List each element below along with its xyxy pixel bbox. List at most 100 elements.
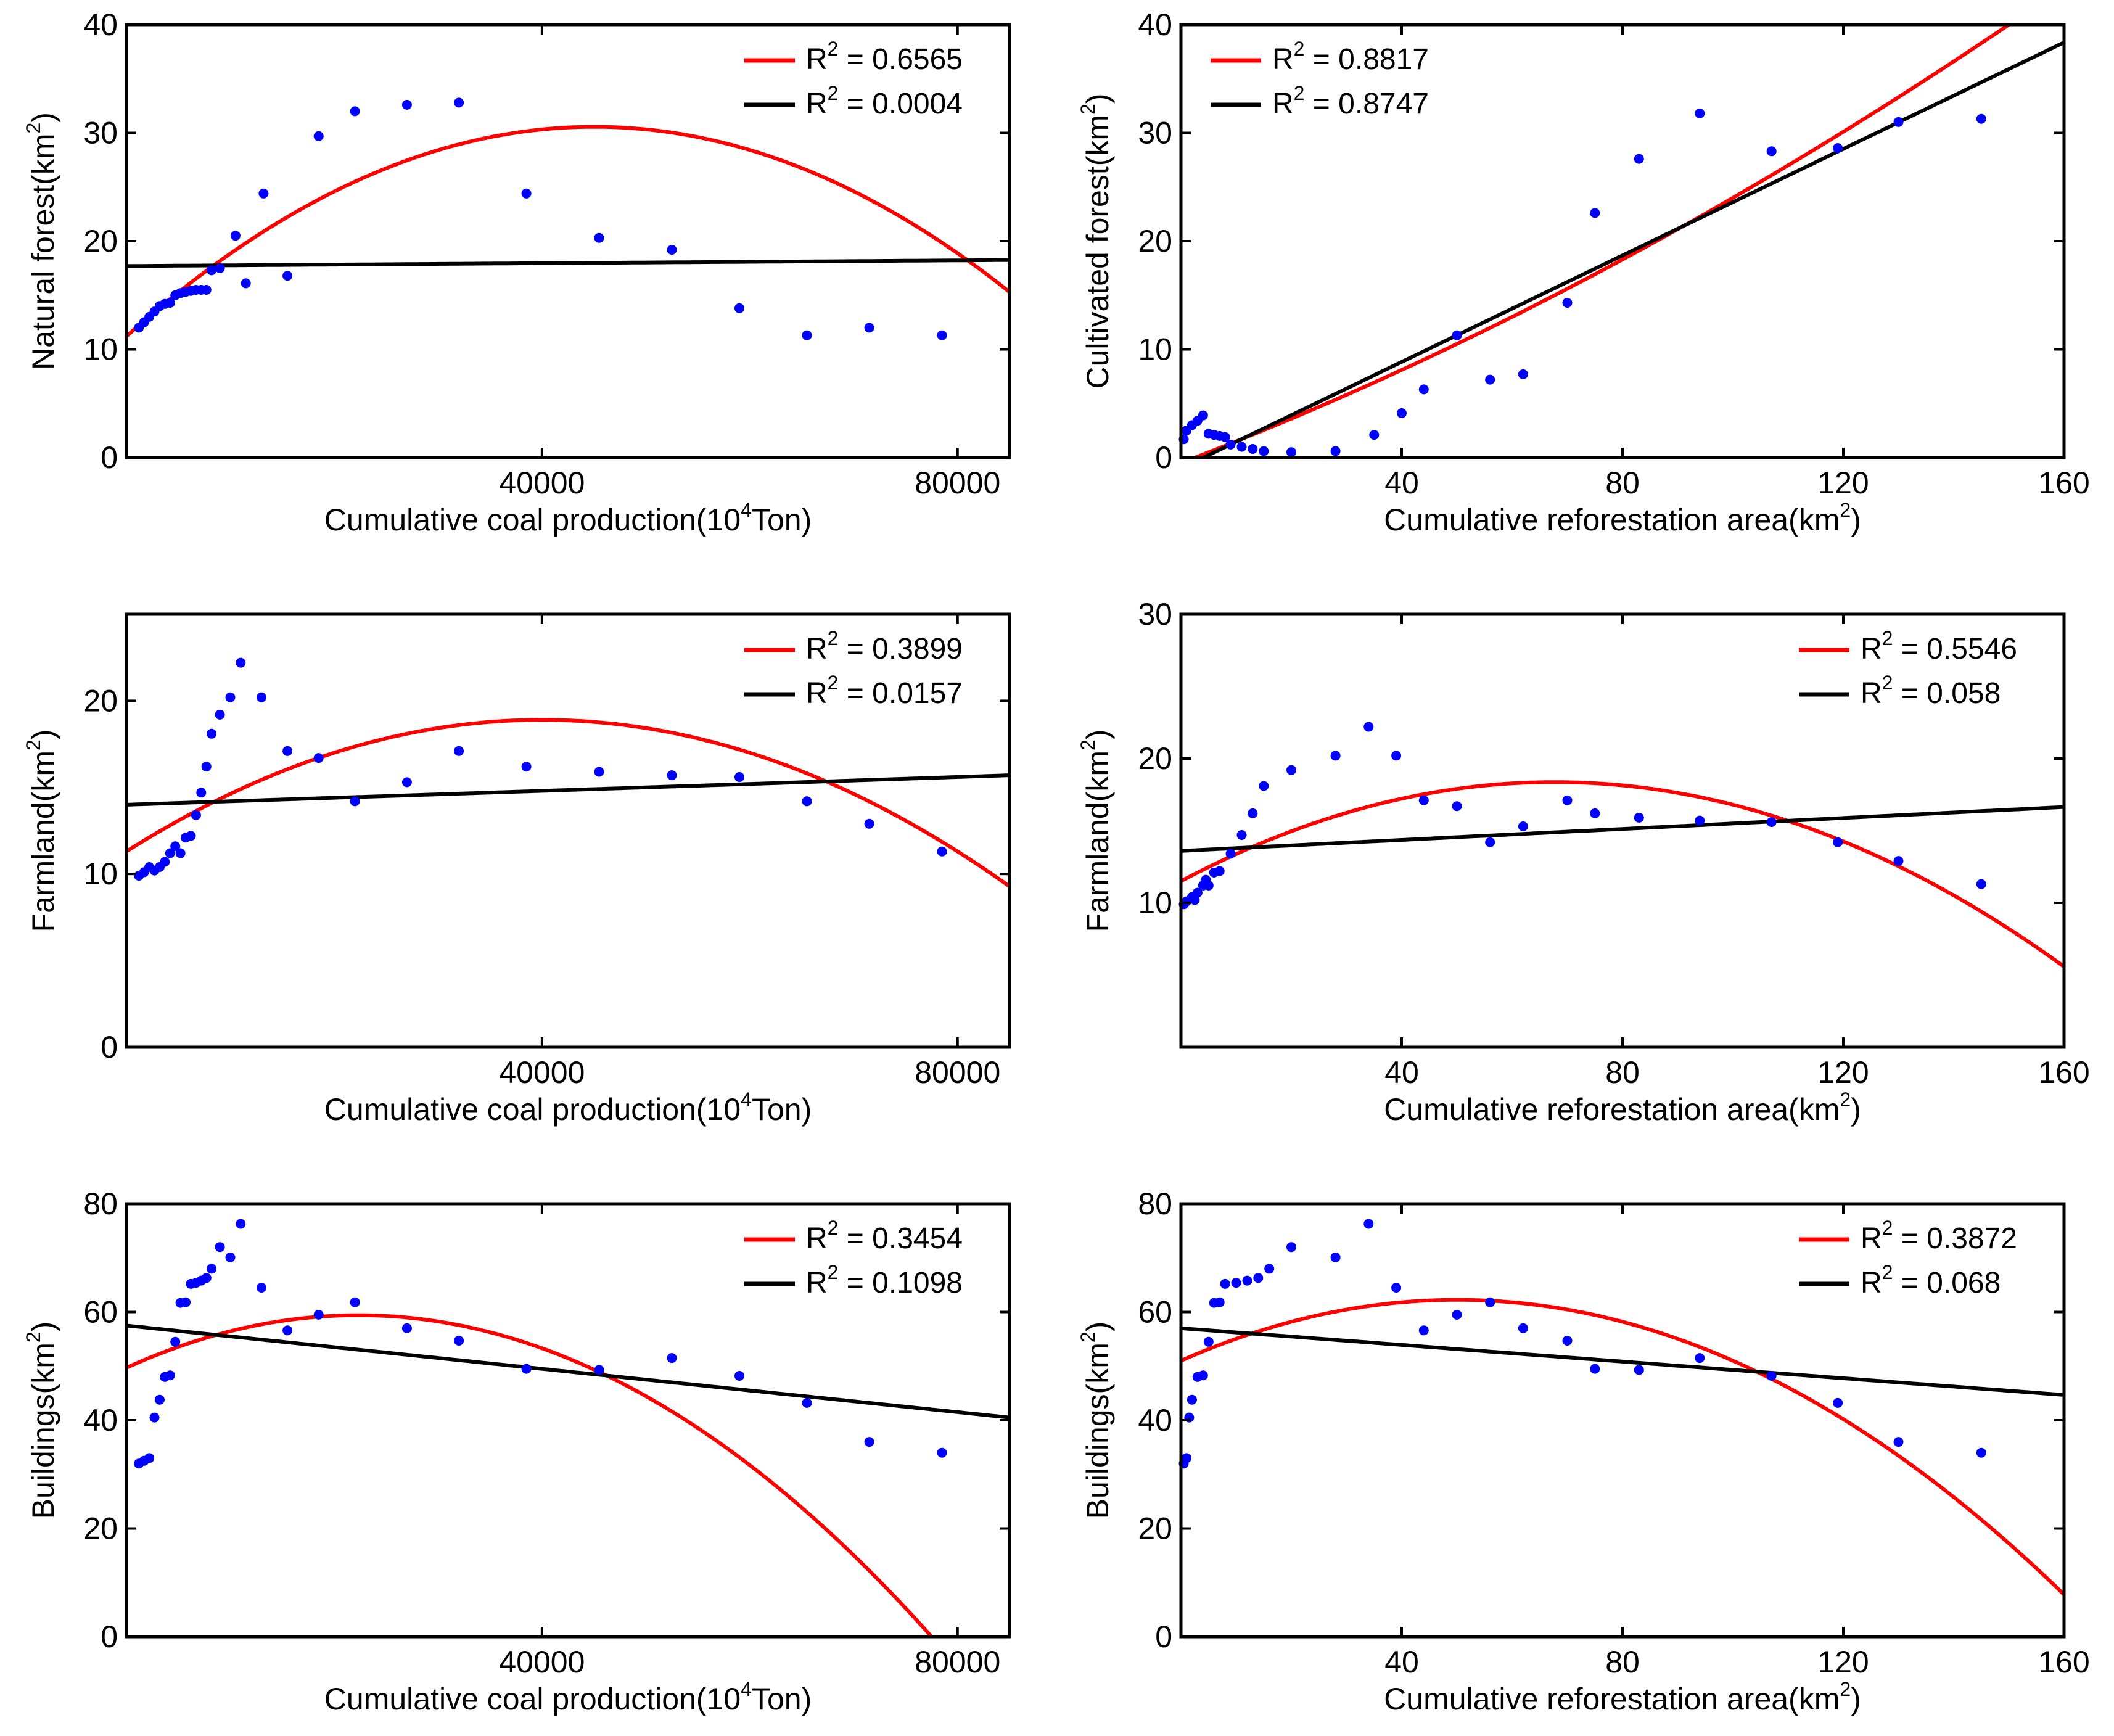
data-point [170, 1336, 181, 1347]
data-point [1766, 1371, 1777, 1381]
data-point [175, 848, 186, 858]
quadratic-fit-curve [126, 1313, 934, 1637]
data-point [313, 753, 324, 763]
legend-label: R2 = 0.0004 [806, 82, 963, 120]
data-point [1695, 1353, 1705, 1364]
data-point [1220, 432, 1230, 442]
data-point [1391, 1283, 1402, 1293]
y-axis-label: Farmland(km2) [1077, 730, 1115, 932]
data-point [165, 848, 175, 858]
data-point [282, 746, 293, 756]
quadratic-fit-curve [1190, 25, 2012, 458]
quadratic-fit-curve [1181, 1298, 2064, 1596]
y-tick-label: 20 [83, 1512, 118, 1546]
y-tick-label: 20 [83, 683, 118, 718]
data-point [313, 131, 324, 141]
x-tick-label: 120 [1817, 1645, 1869, 1679]
data-point [1695, 108, 1705, 118]
data-point [1330, 446, 1341, 456]
data-point [1976, 1447, 1986, 1458]
data-point [1833, 1397, 1843, 1408]
data-point [207, 728, 217, 739]
data-point [802, 796, 812, 807]
data-point [236, 657, 246, 668]
x-axis-label: Cumulative reforestation area(km2) [1384, 1088, 1861, 1127]
data-point [1452, 801, 1462, 812]
data-point [154, 1394, 165, 1405]
y-axis-label: Natural forest(km2) [22, 112, 60, 370]
data-point [1203, 880, 1214, 891]
legend-label: R2 = 0.6565 [806, 38, 963, 76]
data-point [1203, 1336, 1214, 1347]
x-tick-label: 40 [1384, 1645, 1419, 1679]
y-tick-label: 40 [1138, 1403, 1172, 1438]
data-point [521, 188, 532, 199]
data-point [1833, 837, 1843, 847]
y-tick-label: 20 [1138, 741, 1172, 776]
panel-natural-forest-vs-coal: 40000 80000 0 10 20 30 40 Cumulative coal produ… [22, 7, 1011, 537]
data-point [1485, 837, 1495, 847]
y-tick-label: 10 [1138, 886, 1172, 920]
data-point [1225, 439, 1236, 450]
data-point [1330, 1252, 1341, 1262]
data-point [215, 263, 225, 273]
x-tick-label: 80 [1605, 1055, 1640, 1090]
data-point [1182, 1453, 1191, 1463]
data-point [1562, 1336, 1573, 1346]
data-point [1418, 1325, 1429, 1336]
data-point [594, 767, 604, 777]
y-tick-label: 10 [83, 857, 118, 891]
x-tick-label: 160 [2038, 466, 2089, 500]
data-point [257, 692, 266, 702]
data-point [1397, 408, 1407, 418]
data-point [1590, 1364, 1600, 1374]
quadratic-fit-curve [1181, 780, 2064, 968]
y-tick-label: 60 [83, 1295, 118, 1330]
data-point [191, 810, 201, 820]
data-point [201, 1273, 212, 1283]
data-point [196, 788, 207, 798]
data-point [667, 245, 677, 255]
data-point [594, 1365, 604, 1375]
data-point [1485, 1297, 1495, 1307]
data-point [225, 1252, 236, 1262]
data-point [215, 709, 225, 720]
data-point [1198, 410, 1208, 421]
x-tick-label: 120 [1817, 466, 1869, 500]
data-point [401, 99, 412, 110]
data-point [1231, 1278, 1241, 1288]
y-tick-label: 0 [101, 440, 118, 475]
y-axis-label: Cultivated forest(km2) [1077, 93, 1115, 389]
data-point [1220, 1278, 1230, 1289]
data-point [1214, 1297, 1225, 1307]
y-tick-label: 0 [101, 1030, 118, 1064]
data-point [1225, 849, 1236, 859]
data-point [802, 330, 812, 340]
y-tick-label: 20 [1138, 224, 1172, 258]
y-tick-label: 60 [1138, 1295, 1172, 1330]
data-point [1187, 1394, 1197, 1405]
data-point [257, 1283, 266, 1293]
data-point [236, 1219, 246, 1229]
data-point [165, 1370, 175, 1381]
data-point [1418, 795, 1429, 805]
data-point [1248, 808, 1258, 818]
x-tick-label: 80 [1605, 466, 1640, 500]
data-point [1418, 384, 1429, 395]
y-tick-label: 10 [1138, 332, 1172, 367]
data-point [225, 692, 236, 702]
y-tick-label: 30 [1138, 597, 1172, 631]
x-tick-label: 80000 [915, 466, 1000, 500]
x-axis-label: Cumulative coal production(104Ton) [324, 1678, 812, 1716]
x-axis-label: Cumulative coal production(104Ton) [324, 1088, 812, 1127]
legend-label: R2 = 0.1098 [806, 1261, 963, 1299]
x-tick-label: 40000 [499, 466, 585, 500]
data-point [734, 1371, 744, 1381]
data-point [1259, 781, 1269, 791]
data-point [1452, 330, 1462, 340]
data-point [454, 746, 464, 756]
y-axis-label: Farmland(km2) [22, 730, 60, 932]
data-point [181, 1297, 191, 1307]
x-tick-label: 40 [1384, 1055, 1419, 1090]
